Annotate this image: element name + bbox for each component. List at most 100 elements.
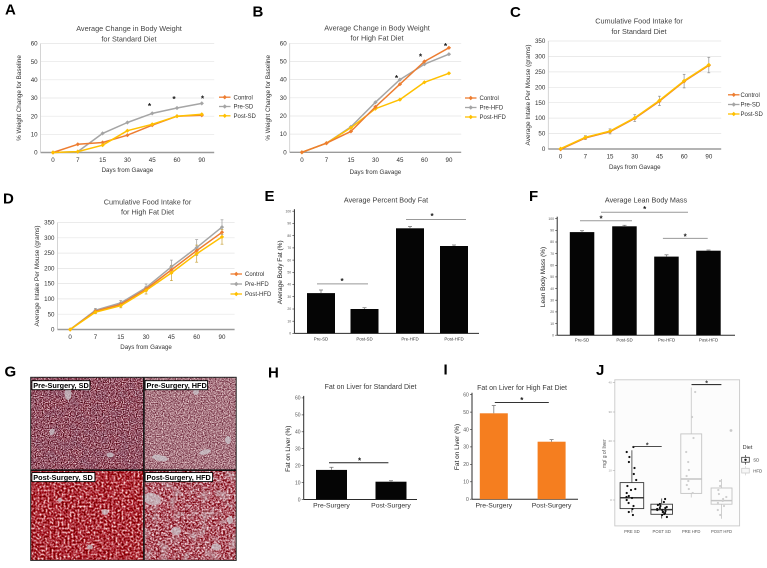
svg-text:30: 30 [631, 154, 638, 161]
svg-text:A: A [5, 2, 16, 19]
svg-text:0: 0 [51, 157, 55, 164]
svg-text:Pre-Surgery, SD: Pre-Surgery, SD [33, 381, 88, 390]
svg-text:200: 200 [535, 84, 546, 91]
svg-text:40: 40 [280, 77, 287, 84]
svg-text:20: 20 [608, 439, 612, 443]
svg-text:B: B [253, 4, 264, 21]
svg-text:60: 60 [287, 258, 291, 262]
svg-text:60: 60 [193, 334, 200, 341]
svg-text:20: 20 [31, 113, 38, 120]
svg-text:60: 60 [550, 264, 554, 268]
svg-text:350: 350 [44, 220, 55, 227]
svg-text:Post-HFD: Post-HFD [245, 292, 272, 298]
svg-text:for High Fat Diet: for High Fat Diet [121, 208, 174, 217]
svg-text:30: 30 [287, 295, 291, 299]
svg-text:*: * [419, 51, 423, 61]
svg-text:*: * [395, 73, 399, 83]
svg-text:60: 60 [280, 40, 287, 47]
svg-text:90: 90 [705, 154, 712, 161]
svg-text:50: 50 [463, 410, 469, 416]
svg-text:70: 70 [287, 246, 291, 250]
svg-text:G: G [5, 364, 17, 381]
svg-text:90: 90 [550, 229, 554, 233]
svg-text:0: 0 [552, 333, 554, 337]
svg-text:Control: Control [234, 95, 253, 101]
svg-text:Post-SD: Post-SD [234, 114, 257, 120]
svg-text:% Weight Change for Baseline: % Weight Change for Baseline [16, 55, 23, 141]
svg-text:60: 60 [174, 157, 181, 164]
svg-text:30: 30 [372, 157, 379, 164]
svg-text:50: 50 [48, 311, 55, 318]
svg-text:mg/ g of liver: mg/ g of liver [602, 439, 608, 468]
svg-text:Pre-HFD: Pre-HFD [401, 337, 418, 342]
svg-text:30: 30 [280, 95, 287, 102]
svg-text:0: 0 [559, 154, 563, 161]
svg-text:0: 0 [68, 334, 72, 341]
svg-text:Pre-HFD: Pre-HFD [245, 282, 269, 288]
svg-text:80: 80 [550, 240, 554, 244]
svg-text:100: 100 [286, 209, 292, 213]
svg-text:C: C [510, 4, 521, 21]
svg-text:*: * [646, 443, 649, 450]
svg-text:Fat on Liver (%): Fat on Liver (%) [454, 424, 461, 470]
svg-text:60: 60 [31, 41, 38, 48]
svg-text:0: 0 [300, 157, 304, 164]
svg-text:Pre-Surgery: Pre-Surgery [313, 503, 350, 510]
svg-text:0: 0 [298, 497, 301, 503]
svg-text:7: 7 [94, 334, 98, 341]
svg-text:7: 7 [76, 157, 80, 164]
svg-text:HFD: HFD [753, 469, 762, 474]
svg-text:Cumulative Food Intake for: Cumulative Food Intake for [595, 17, 683, 26]
svg-text:Post-HFD: Post-HFD [444, 337, 463, 342]
svg-text:15: 15 [117, 334, 124, 341]
svg-text:50: 50 [295, 413, 301, 419]
svg-text:Pre-SD: Pre-SD [234, 105, 254, 111]
svg-text:Fat on Liver for Standard Diet: Fat on Liver for Standard Diet [325, 384, 417, 391]
svg-text:% Weight Change for Baseline: % Weight Change for Baseline [265, 54, 272, 140]
svg-text:Post-HFD: Post-HFD [699, 338, 718, 343]
svg-text:F: F [529, 188, 538, 205]
svg-text:Average Body Fat (%): Average Body Fat (%) [277, 240, 284, 304]
svg-text:150: 150 [535, 100, 546, 107]
svg-text:Days from Gavage: Days from Gavage [350, 169, 402, 176]
svg-text:20: 20 [550, 310, 554, 314]
svg-text:50: 50 [287, 271, 291, 275]
svg-text:*: * [444, 41, 448, 51]
svg-text:90: 90 [198, 157, 205, 164]
svg-text:40: 40 [295, 430, 301, 436]
svg-text:D: D [3, 191, 14, 208]
svg-text:300: 300 [44, 235, 55, 242]
svg-text:*: * [148, 101, 152, 111]
svg-text:10: 10 [463, 480, 469, 486]
svg-text:0: 0 [466, 497, 469, 503]
svg-text:J: J [596, 362, 604, 379]
svg-text:Post-SD: Post-SD [741, 112, 764, 118]
svg-text:15: 15 [607, 154, 614, 161]
svg-text:45: 45 [149, 157, 156, 164]
svg-text:7: 7 [325, 157, 329, 164]
svg-text:15: 15 [99, 157, 106, 164]
svg-text:30: 30 [463, 445, 469, 451]
svg-text:*: * [172, 94, 176, 104]
svg-text:45: 45 [656, 154, 663, 161]
svg-text:10: 10 [280, 131, 287, 138]
svg-text:Control: Control [741, 93, 760, 99]
svg-text:Average Change in Body Weight: Average Change in Body Weight [76, 24, 182, 33]
svg-text:Post-Surgery: Post-Surgery [371, 503, 411, 510]
svg-text:H: H [268, 365, 279, 382]
svg-text:60: 60 [295, 396, 301, 402]
svg-text:30: 30 [295, 447, 301, 453]
svg-text:30: 30 [608, 410, 612, 414]
svg-text:for Standard Diet: for Standard Diet [611, 27, 666, 36]
svg-text:POST HFD: POST HFD [711, 529, 732, 534]
svg-text:0: 0 [34, 150, 38, 157]
svg-text:100: 100 [535, 115, 546, 122]
svg-text:Pre-HFD: Pre-HFD [480, 106, 504, 112]
svg-text:Diet: Diet [743, 445, 753, 451]
svg-text:for Standard Diet: for Standard Diet [101, 35, 156, 44]
svg-text:Pre-Surgery, HFD: Pre-Surgery, HFD [147, 381, 207, 390]
svg-text:*: * [520, 396, 524, 405]
svg-text:200: 200 [44, 265, 55, 272]
svg-text:40: 40 [463, 427, 469, 433]
svg-text:Average Intake Per Mouse (gram: Average Intake Per Mouse (grams) [525, 44, 532, 145]
